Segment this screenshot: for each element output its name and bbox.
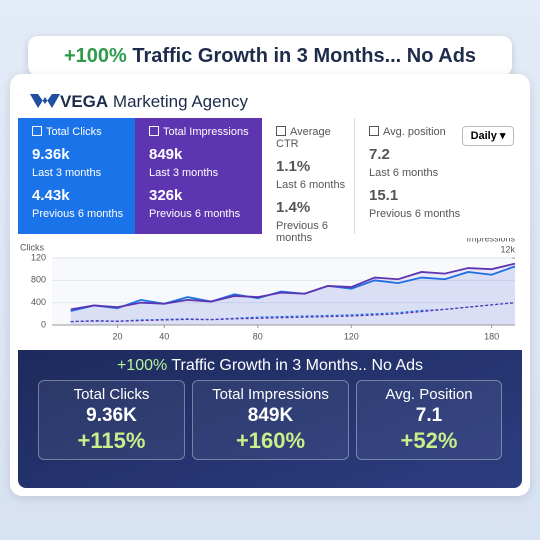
card-previous-period: Previous 6 months: [149, 208, 241, 220]
summary-highlight: +100%: [116, 357, 168, 374]
line: [70, 302, 516, 323]
card-period: Last 6 months: [276, 179, 346, 191]
metric-card: Total Clicks 9.36k Last 3 months 4.43k Previ…: [18, 118, 135, 234]
metric-card: Average CTR 1.1% Last 6 months 1.4% Previous…: [262, 118, 355, 244]
card-previous: 326k: [149, 187, 183, 204]
y2-tick-label: 12k: [500, 244, 515, 254]
stat-value: 9.36K: [86, 405, 137, 426]
x-tick-label: 80: [253, 331, 263, 341]
chart: Clicks Impressions 0 400 800 120 12k 20 40 80 120 1…: [20, 238, 516, 341]
card-label: Total Impressions: [149, 126, 262, 138]
card-previous-period: Previous 6 months: [276, 220, 328, 244]
y-tick-label: 400: [31, 297, 46, 307]
stat-value: 849K: [247, 405, 294, 426]
card-label: Avg. position: [369, 126, 520, 138]
y-tick-label: 0: [41, 319, 46, 329]
x-tick-label: 120: [344, 331, 359, 341]
stat-box: Avg. Position 7.1 +52%: [356, 380, 502, 460]
stat-label: Total Impressions: [212, 386, 329, 403]
summary: [18, 350, 522, 488]
x-tick-label: 40: [159, 331, 169, 341]
card-value: 9.36k: [32, 146, 70, 163]
summary-title: +100% Traffic Growth in 3 Months.. No Ad…: [18, 357, 522, 375]
title: Traffic Growth in 3 Months... No Ads: [132, 45, 477, 67]
card-label: Total Clicks: [32, 126, 135, 138]
card-value: 849k: [149, 146, 183, 163]
stat-change: +115%: [77, 428, 146, 453]
metric-card: Total Impressions 849k Last 3 months 326k Pr…: [135, 118, 262, 234]
card-previous-period: Previous 6 months: [32, 208, 124, 220]
brand: VEGA Marketing Agency: [30, 92, 248, 112]
card-period: Last 6 months: [369, 167, 439, 179]
header: +100% Traffic Growth in 3 Months... No A…: [28, 36, 512, 76]
dropdown-label: Daily: [470, 130, 497, 142]
stat-label: Total Clicks: [73, 386, 150, 403]
card-previous: 15.1: [369, 187, 399, 204]
stat-box: Total Impressions 849K +160%: [192, 380, 349, 460]
highlight: +100%: [63, 45, 127, 67]
y2-axis-label: Impressions: [466, 238, 515, 243]
card-value: 7.2: [369, 146, 390, 163]
card-period: Last 3 months: [32, 167, 102, 179]
line: [70, 262, 516, 311]
card-label-text: Total Impressions: [163, 126, 249, 138]
x-tick-label: 20: [112, 331, 122, 341]
stat-value: 7.1: [415, 405, 443, 426]
line-area: [70, 266, 516, 325]
card-label-text: Avg. position: [383, 126, 446, 138]
x-tick-label: 180: [484, 331, 499, 341]
summary-text: Traffic Growth in 3 Months.. No Ads: [171, 357, 424, 374]
card-label: Average CTR: [276, 126, 354, 150]
card-label-text: Total Clicks: [46, 126, 102, 138]
stat-change: +160%: [235, 428, 306, 453]
dropdown[interactable]: Daily ▾: [462, 126, 514, 146]
stat-change: +52%: [400, 428, 458, 453]
stat-box: Total Clicks 9.36K +115%: [38, 380, 185, 460]
logo: [30, 94, 60, 108]
brand-tagline: Marketing Agency: [112, 92, 249, 111]
y-tick-label: 800: [31, 275, 46, 285]
card-previous: 4.43k: [32, 187, 70, 204]
card-value: 1.1%: [276, 158, 311, 175]
line-area: [70, 263, 516, 325]
card-previous: 1.4%: [276, 199, 311, 216]
card-period: Last 3 months: [149, 167, 219, 179]
y-tick-label: 120: [31, 252, 46, 262]
card-label-text: Average CTR: [276, 126, 331, 150]
card-previous-period: Previous 6 months: [369, 208, 461, 220]
stat-label: Avg. Position: [385, 386, 473, 403]
brand-name: VEGA: [60, 92, 109, 111]
y-axis-label: Clicks: [20, 242, 44, 252]
